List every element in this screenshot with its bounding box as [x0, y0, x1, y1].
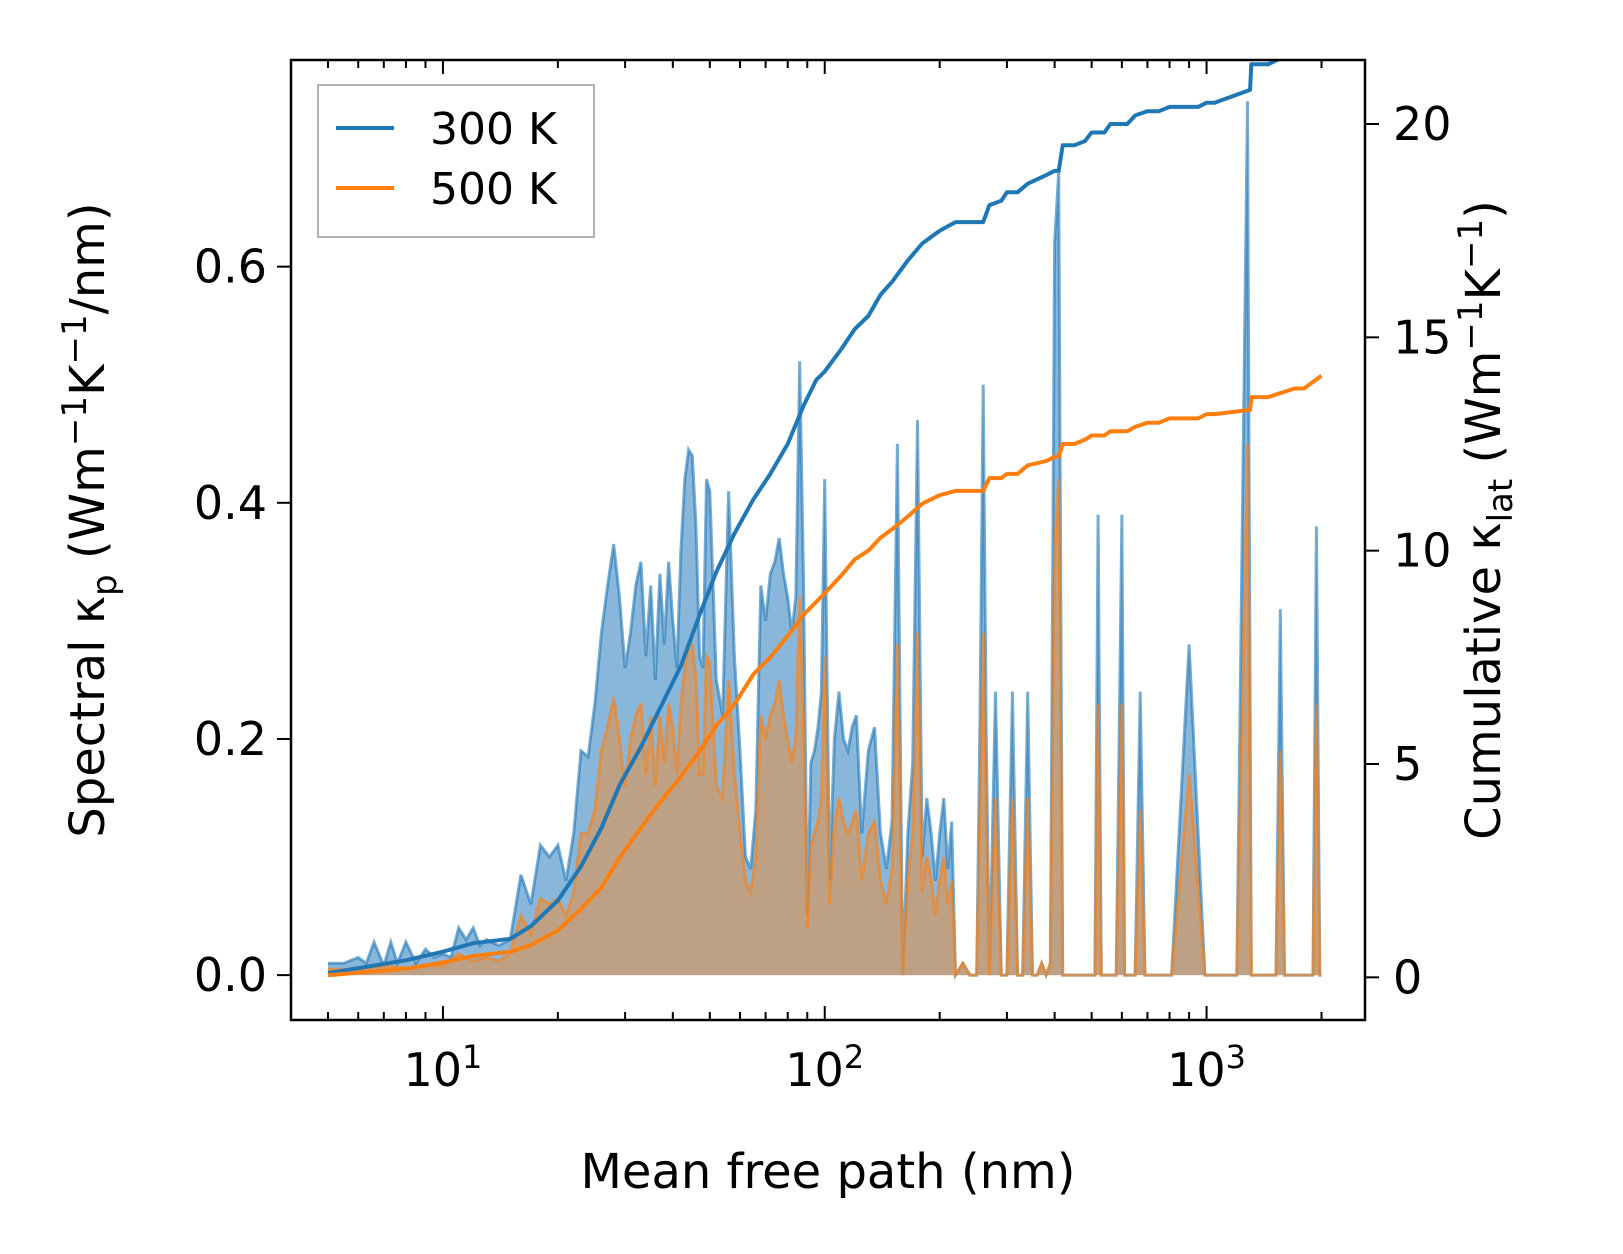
legend: 300 K 500 K [317, 84, 595, 238]
x-tick-exponent: 1 [462, 1038, 482, 1076]
spectral-fills [327, 101, 1322, 981]
y-right-tick-label: 10 [1393, 524, 1452, 578]
x-tick-base: 10 [1167, 1043, 1226, 1097]
label-part: (Wm [1456, 351, 1512, 479]
label-part: Cumulative κ [1456, 522, 1512, 840]
x-axis-label: Mean free path (nm) [581, 1144, 1076, 1200]
label-part: −1 [55, 396, 95, 446]
label-part: K [1456, 267, 1512, 300]
y-right-tick-label: 15 [1393, 310, 1452, 364]
label-part: (Wm [60, 446, 116, 574]
series-lines [327, 60, 1323, 978]
label-part: −1 [1451, 300, 1491, 350]
x-tick-exponent: 2 [844, 1038, 864, 1076]
legend-box [317, 84, 595, 238]
y-left-axis-label: Spectral κp (Wm−1K−1/nm) [55, 202, 125, 837]
legend-label: 300 K [430, 104, 558, 155]
x-tick-base: 10 [403, 1043, 462, 1097]
label-part: −1 [55, 314, 95, 364]
y-left-tick-label: 0.0 [194, 948, 267, 1002]
x-tick-label: 102 [785, 1038, 864, 1097]
x-tick-exponent: 3 [1226, 1038, 1246, 1076]
cumulative-line-500k [327, 374, 1323, 978]
y-right-tick-label: 20 [1393, 97, 1452, 151]
y-right-tick-label: 5 [1393, 737, 1422, 791]
y-left-tick-label: 0.6 [194, 240, 267, 294]
label-part: lat [1481, 479, 1521, 523]
plot-frame [289, 58, 1367, 1022]
cumulative-line-300k [327, 60, 1282, 976]
label-part: K [60, 363, 116, 396]
y-right-axis-label: Cumulative κlat (Wm−1K−1) [1451, 200, 1521, 840]
axes [277, 58, 1379, 1022]
x-tick-base: 10 [785, 1043, 844, 1097]
spectral-line-500k [328, 443, 1322, 981]
label-part: ) [1456, 200, 1512, 219]
x-tick-label: 101 [403, 1038, 482, 1097]
label-part: Spectral κ [60, 596, 116, 838]
legend-label: 500 K [430, 164, 558, 215]
y-left-tick-label: 0.2 [194, 712, 267, 766]
label-part: p [85, 574, 125, 596]
y-left-tick-label: 0.4 [194, 476, 267, 530]
y-right-tick-label: 0 [1393, 950, 1422, 1004]
label-part: −1 [1451, 219, 1491, 269]
label-part: /nm) [60, 202, 116, 314]
x-tick-label: 103 [1167, 1038, 1246, 1097]
